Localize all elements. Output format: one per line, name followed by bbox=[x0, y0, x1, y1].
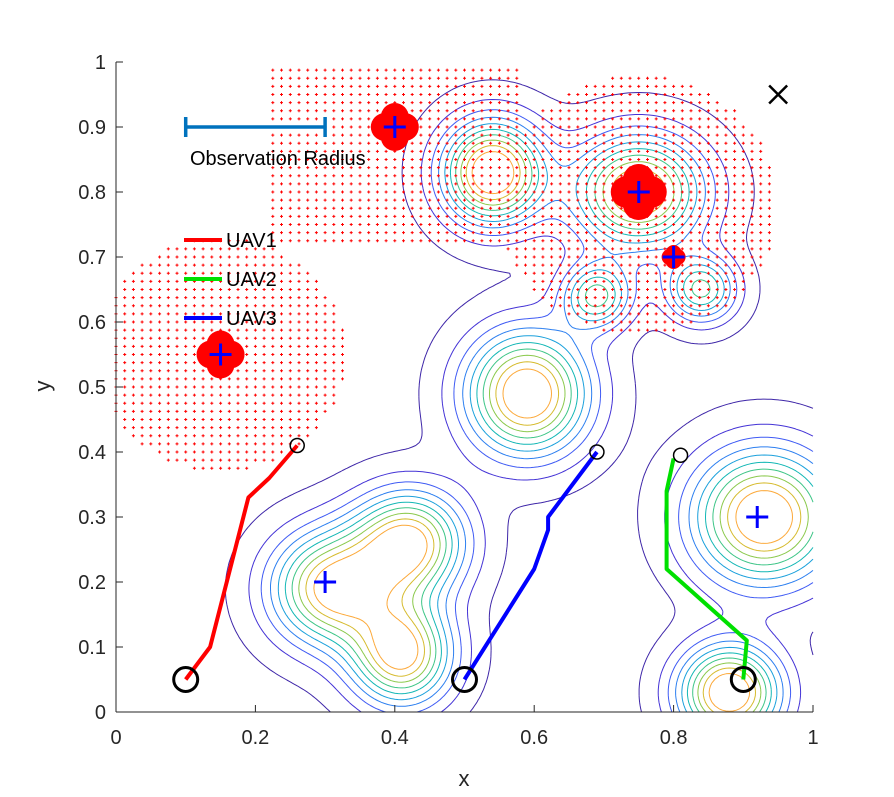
contour-level-6 bbox=[284, 128, 814, 713]
contour-level-1 bbox=[224, 79, 814, 713]
start-circle bbox=[729, 666, 757, 693]
contour-level-10 bbox=[313, 151, 793, 712]
start-circle bbox=[451, 666, 478, 693]
y-tick-label: 0.5 bbox=[78, 377, 106, 399]
target-plus bbox=[627, 181, 650, 203]
target-plus bbox=[746, 506, 769, 528]
y-tick-label: 0.3 bbox=[78, 507, 106, 529]
y-axis-label: y bbox=[30, 381, 55, 392]
x-tick-label: 0.6 bbox=[520, 727, 548, 749]
target-plus bbox=[383, 116, 406, 138]
uav-markers bbox=[172, 437, 757, 693]
end-circle bbox=[672, 447, 689, 463]
y-tick-label: 0.6 bbox=[78, 312, 106, 334]
blob-part bbox=[622, 188, 655, 220]
y-tick-label: 0 bbox=[95, 702, 106, 724]
y-tick-label: 0.2 bbox=[78, 572, 106, 594]
target-plus bbox=[209, 343, 232, 366]
annotations: Observation Radius UAV1 UAV2 UAV3 bbox=[183, 117, 366, 330]
y-tick-label: 0.9 bbox=[78, 117, 106, 139]
x-cross bbox=[768, 84, 789, 105]
x-axis-label: x bbox=[459, 766, 470, 791]
contour-layer bbox=[224, 79, 814, 713]
start-circle bbox=[172, 666, 200, 693]
contour-level-4 bbox=[270, 116, 814, 713]
x-tick-label: 0.8 bbox=[660, 727, 688, 749]
legend-label-uav3: UAV3 bbox=[226, 308, 277, 330]
plot-area bbox=[116, 62, 813, 712]
x-marker bbox=[768, 84, 789, 105]
axes: 0 0.2 0.4 0.6 0.8 1 0 0.1 0.2 0.3 0.4 0.5 0.6 0.7 0.8 0… bbox=[78, 52, 818, 749]
y-tick-label: 0.4 bbox=[78, 442, 106, 464]
x-tick-label: 0.2 bbox=[241, 727, 269, 749]
observation-radius-label: Observation Radius bbox=[190, 148, 366, 170]
end-circle bbox=[589, 444, 605, 460]
contour-level-7 bbox=[291, 134, 814, 713]
y-tick-label: 0.1 bbox=[78, 637, 106, 659]
legend-label-uav1: UAV1 bbox=[226, 230, 277, 252]
uav-paths bbox=[184, 444, 749, 681]
target-markers bbox=[209, 116, 769, 593]
legend-label-uav2: UAV2 bbox=[226, 269, 277, 291]
end-circle bbox=[289, 437, 305, 454]
target-plus bbox=[314, 571, 337, 593]
contour-level-8 bbox=[298, 139, 809, 713]
observation-radius-bar bbox=[183, 117, 327, 137]
target-plus bbox=[662, 246, 685, 268]
y-tick-label: 0.7 bbox=[78, 247, 106, 269]
x-tick-label: 0 bbox=[110, 727, 121, 749]
y-tick-label: 1 bbox=[95, 52, 106, 74]
x-tick-label: 0.4 bbox=[381, 727, 409, 749]
path-uav2 bbox=[664, 458, 749, 680]
x-tick-label: 1 bbox=[807, 727, 818, 749]
blob-part bbox=[622, 164, 655, 196]
y-tick-label: 0.8 bbox=[78, 182, 106, 204]
path-uav3 bbox=[462, 450, 599, 681]
contour-level-3 bbox=[260, 109, 814, 713]
path-uav1 bbox=[184, 444, 299, 681]
